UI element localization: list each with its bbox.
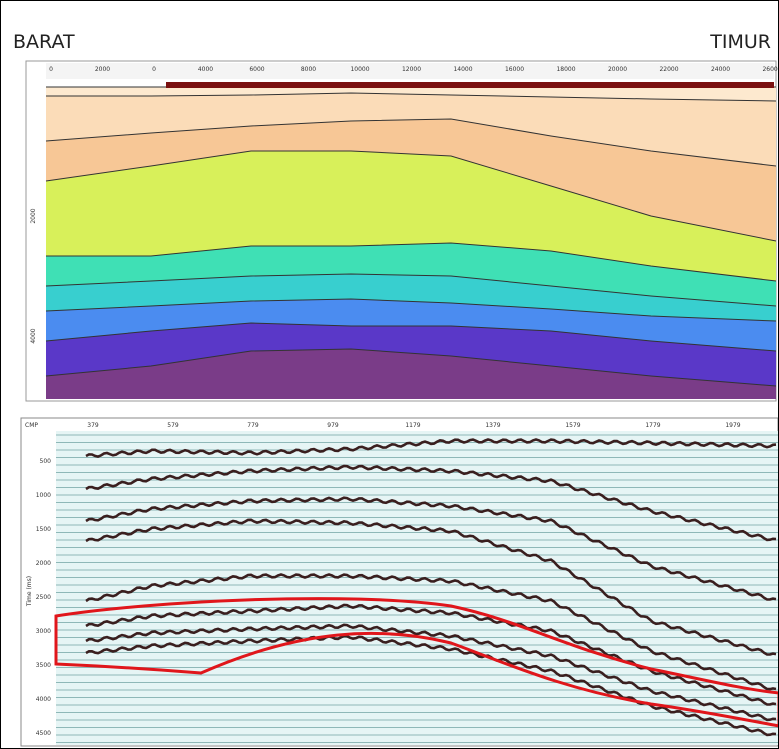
seismic-x-tick: 1979 bbox=[725, 422, 740, 429]
model-x-tick: 18000 bbox=[556, 66, 575, 73]
model-x-tick: 26000 bbox=[762, 66, 778, 73]
seismic-x-tick: 1379 bbox=[485, 422, 500, 429]
model-x-tick: 4000 bbox=[198, 66, 213, 73]
model-y-tick: 4000 bbox=[30, 328, 37, 343]
west-label: BARAT bbox=[13, 31, 75, 53]
model-layers bbox=[46, 87, 776, 399]
seismic-x-tick: 979 bbox=[327, 422, 339, 429]
seismic-y-tick: 2000 bbox=[36, 560, 51, 567]
seismic-y-tick: 3000 bbox=[36, 628, 51, 635]
seismic-y-tick: 1500 bbox=[36, 526, 51, 533]
seismic-x-tick: 1179 bbox=[405, 422, 420, 429]
seismic-y-tick: 1000 bbox=[36, 492, 51, 499]
seismic-x-tick: 579 bbox=[167, 422, 179, 429]
model-x-tick: 0 bbox=[49, 66, 53, 73]
model-y-tick: 2000 bbox=[30, 208, 37, 223]
model-x-tick: 8000 bbox=[301, 66, 316, 73]
y-axis-label: Time (ms) bbox=[26, 576, 33, 607]
seismic-y-tick: 3500 bbox=[36, 662, 51, 669]
surface-strip bbox=[166, 82, 774, 88]
model-x-tick: 20000 bbox=[608, 66, 627, 73]
corner-label: CMP bbox=[25, 422, 38, 429]
model-x-tick: 24000 bbox=[711, 66, 730, 73]
model-x-tick: 12000 bbox=[402, 66, 421, 73]
seismic-y-tick: 4000 bbox=[36, 696, 51, 703]
model-x-tick: 2000 bbox=[95, 66, 110, 73]
seismic-x-tick: 1579 bbox=[565, 422, 580, 429]
seismic-y-tick: 500 bbox=[40, 458, 52, 465]
figure: BARAT TIMUR CMP Time (ms) 02000040006000… bbox=[0, 0, 779, 749]
model-x-tick: 0 bbox=[152, 66, 156, 73]
model-x-tick: 6000 bbox=[249, 66, 264, 73]
model-x-tick: 14000 bbox=[453, 66, 472, 73]
model-x-tick: 22000 bbox=[659, 66, 678, 73]
seismic-y-tick: 2500 bbox=[36, 594, 51, 601]
east-label: TIMUR bbox=[709, 31, 771, 53]
seismic-x-tick: 379 bbox=[87, 422, 99, 429]
figure-canvas: BARAT TIMUR CMP Time (ms) 02000040006000… bbox=[1, 1, 778, 748]
seismic-y-tick: 4500 bbox=[36, 730, 51, 737]
seismic-x-tick: 779 bbox=[247, 422, 259, 429]
model-x-tick: 10000 bbox=[350, 66, 369, 73]
seismic-x-tick: 1779 bbox=[645, 422, 660, 429]
model-x-tick: 16000 bbox=[505, 66, 524, 73]
